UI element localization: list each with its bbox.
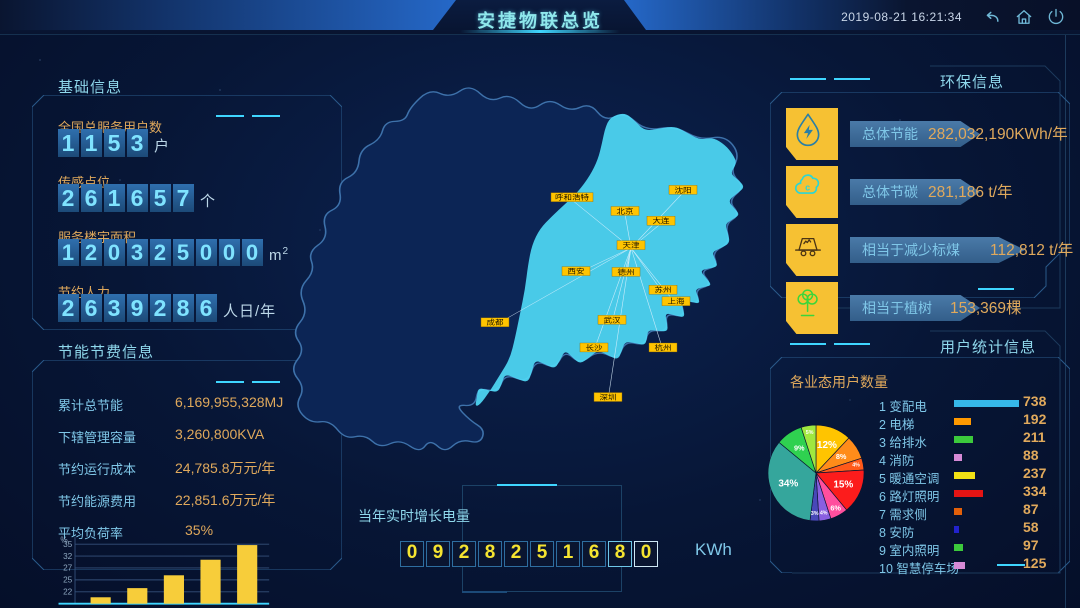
svg-text:杭州: 杭州 bbox=[655, 343, 672, 352]
svg-text:32: 32 bbox=[63, 552, 73, 561]
svg-text:4%: 4% bbox=[852, 463, 860, 469]
svg-text:34%: 34% bbox=[778, 479, 798, 490]
svg-text:22: 22 bbox=[63, 588, 73, 597]
svg-text:深圳: 深圳 bbox=[600, 392, 617, 401]
svg-text:西安: 西安 bbox=[568, 266, 585, 275]
svg-text:沈阳: 沈阳 bbox=[675, 185, 692, 194]
svg-text:德州: 德州 bbox=[618, 267, 635, 276]
svg-text:3%: 3% bbox=[811, 511, 819, 517]
svg-text:呼和浩特: 呼和浩特 bbox=[555, 192, 589, 201]
svg-text:北京: 北京 bbox=[617, 206, 634, 215]
svg-text:上海: 上海 bbox=[668, 296, 685, 305]
svg-text:长沙: 长沙 bbox=[586, 343, 603, 352]
svg-text:大连: 大连 bbox=[653, 216, 670, 225]
svg-text:8%: 8% bbox=[836, 452, 847, 461]
svg-text:天津: 天津 bbox=[623, 240, 640, 249]
svg-text:5%: 5% bbox=[806, 430, 814, 436]
svg-text:成都: 成都 bbox=[487, 318, 504, 327]
svg-text:6%: 6% bbox=[830, 504, 841, 513]
svg-text:15%: 15% bbox=[833, 479, 853, 490]
svg-text:苏州: 苏州 bbox=[655, 285, 672, 294]
svg-text:25: 25 bbox=[63, 576, 73, 585]
svg-text:9%: 9% bbox=[794, 443, 805, 452]
svg-text:27: 27 bbox=[63, 564, 73, 573]
svg-text:4%: 4% bbox=[820, 510, 828, 516]
svg-text:12%: 12% bbox=[817, 440, 837, 451]
svg-text:35: 35 bbox=[63, 540, 73, 549]
svg-text:c: c bbox=[805, 183, 810, 193]
svg-text:武汉: 武汉 bbox=[604, 315, 621, 324]
